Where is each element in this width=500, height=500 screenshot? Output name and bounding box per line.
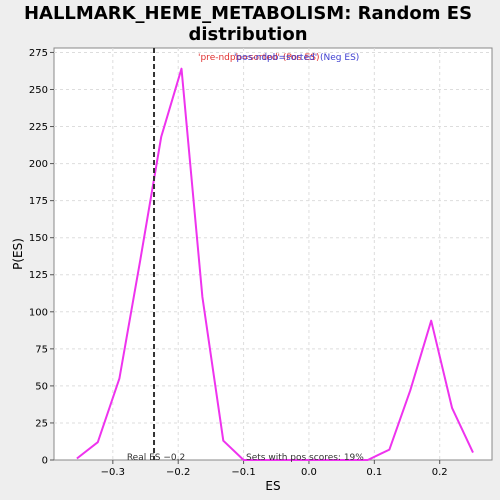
grid [54,48,492,460]
y-tick-label: 50 [35,381,48,392]
legend-pos-es: 'pre-ndpb=sorted' (Pos ES) [198,53,319,63]
x-tick-label: 0.1 [366,467,382,478]
es-distribution-line [76,67,474,461]
x-tick-label: −0.1 [231,467,255,478]
series-layer [76,67,474,461]
y-tick-label: 250 [29,85,48,96]
y-axis: 0 25 50 75 100 125 150 175 200 225 250 275 [29,48,54,467]
x-tick-label: 0.0 [301,467,317,478]
y-tick-label: 75 [35,344,48,355]
real-es-marker: Real ES −0.2 [127,48,185,463]
y-tick-label: 0 [42,456,48,467]
plot-area [53,47,493,461]
chart-title-line2: distribution [188,24,307,45]
y-tick-label: 25 [35,418,48,429]
chart-title-line1: HALLMARK_HEME_METABOLISM: Random ES [24,3,472,24]
y-tick-label: 125 [29,270,48,281]
x-tick-label: −0.3 [101,467,125,478]
y-tick-label: 100 [29,307,48,318]
x-tick-label: −0.2 [166,467,190,478]
y-tick-label: 150 [29,233,48,244]
y-tick-label: 200 [29,159,48,170]
pos-scores-annotation: Sets with pos scores: 19% [246,453,364,463]
y-tick-label: 175 [29,196,48,207]
y-axis-label: P(ES) [11,238,25,270]
legend-neg-es: 'pos-ndpb=sorted' (Neg ES) [234,53,359,63]
real-es-label: Real ES −0.2 [127,453,185,463]
x-axis-label: ES [265,479,280,493]
y-tick-label: 275 [29,48,48,59]
y-tick-label: 225 [29,122,48,133]
x-tick-label: 0.2 [432,467,448,478]
